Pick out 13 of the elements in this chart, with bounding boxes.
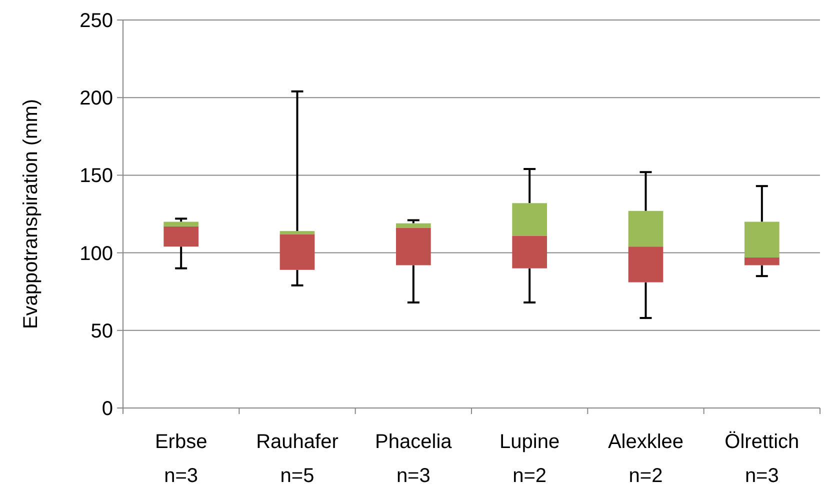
y-tick-label: 250: [80, 10, 113, 32]
y-tick-label: 150: [80, 165, 113, 188]
y-tick-label: 200: [80, 88, 113, 110]
x-tick-label: Phacelia n=3: [375, 431, 453, 487]
y-tick-label: 0: [102, 398, 113, 420]
x-tick-label: Lupine n=2: [500, 431, 560, 487]
x-tick-label: Ölrettich n=3: [724, 431, 800, 487]
x-tick-label: Erbse n=3: [154, 431, 208, 487]
x-tick-label: Alexklee n=2: [608, 431, 684, 487]
y-tick-label: 100: [80, 242, 113, 265]
y-tick-label: 50: [90, 320, 113, 342]
x-tick-label: Rauhafer n=5: [256, 431, 339, 487]
y-axis-title: Evappotranspiration (mm): [20, 98, 42, 330]
